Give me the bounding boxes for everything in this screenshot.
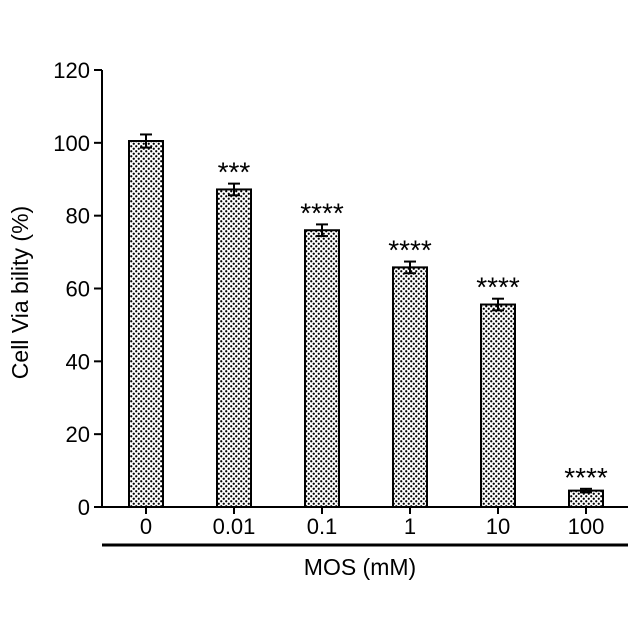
x-tick-label: 0.1 <box>307 514 338 539</box>
bar <box>393 267 427 507</box>
significance-label: **** <box>300 197 344 228</box>
significance-label: **** <box>476 272 520 303</box>
y-tick-label: 40 <box>66 349 90 374</box>
y-tick-label: 0 <box>78 495 90 520</box>
bar <box>129 141 163 507</box>
bar <box>217 189 251 507</box>
y-tick-label: 20 <box>66 422 90 447</box>
x-tick-label: 0.01 <box>213 514 256 539</box>
significance-label: **** <box>388 235 432 266</box>
x-axis-label: MOS (mM) <box>304 554 416 580</box>
y-axis-ticks: 0 20 40 60 80 100 120 <box>53 58 102 520</box>
bars <box>129 141 603 507</box>
y-axis-label: Cell Via bility (%) <box>7 206 33 379</box>
y-tick-label: 60 <box>66 277 90 302</box>
x-tick-label: 1 <box>404 514 416 539</box>
y-tick-label: 80 <box>66 204 90 229</box>
y-tick-label: 120 <box>53 58 90 83</box>
error-bars <box>140 134 592 492</box>
x-tick-label: 100 <box>568 514 605 539</box>
bar <box>481 305 515 507</box>
x-axis-ticks: 0 0.01 0.1 1 10 100 <box>140 507 604 539</box>
x-tick-label: 10 <box>486 514 510 539</box>
bar <box>305 230 339 507</box>
significance-label: **** <box>564 462 608 493</box>
significance-label: *** <box>218 157 251 188</box>
y-tick-label: 100 <box>53 131 90 156</box>
x-tick-label: 0 <box>140 514 152 539</box>
